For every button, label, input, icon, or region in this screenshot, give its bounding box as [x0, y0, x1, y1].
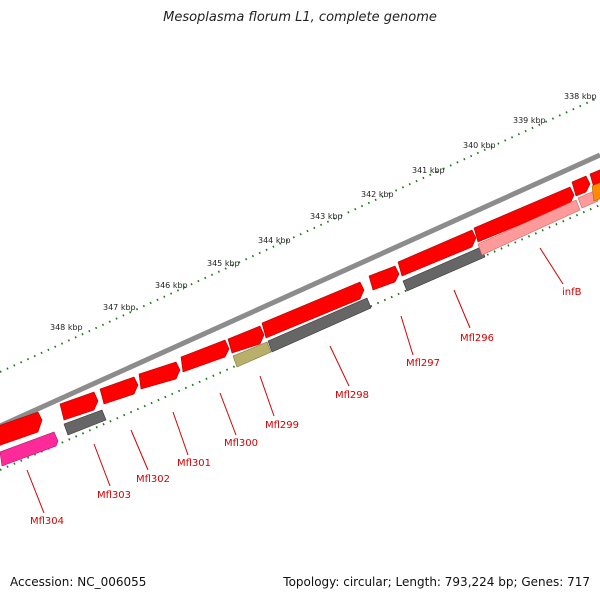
gene-label-mfl296: Mfl296: [460, 333, 494, 344]
gene-feature[interactable]: [63, 409, 107, 436]
scale-label-344: 344 kbp: [258, 236, 291, 245]
genome-backbone: [0, 152, 600, 429]
gene-label-mfl304: Mfl304: [30, 516, 64, 527]
gene-feature[interactable]: [0, 431, 59, 467]
forward-track: [0, 169, 600, 446]
reverse-track: [0, 182, 600, 467]
gene-feature[interactable]: [138, 361, 181, 390]
gene-feature[interactable]: [591, 182, 600, 202]
scale-label-348: 348 kbp: [50, 323, 83, 332]
gene-label-mfl299: Mfl299: [265, 420, 299, 431]
accession-text: Accession: NC_006055: [10, 575, 147, 589]
gene-label-mfl302: Mfl302: [136, 474, 170, 485]
gene-feature[interactable]: [0, 411, 43, 446]
gene-feature[interactable]: [99, 376, 139, 405]
gene-feature[interactable]: [232, 341, 272, 368]
gene-feature[interactable]: [477, 199, 581, 256]
label-leaders: [26, 247, 564, 514]
gene-feature[interactable]: [59, 391, 99, 421]
gene-feature[interactable]: [368, 265, 400, 291]
scale-label-347: 347 kbp: [103, 303, 136, 312]
gene-labels: infB Mfl296 Mfl297 Mfl298 Mfl299 Mfl300 …: [30, 287, 582, 527]
genome-summary-text: Topology: circular; Length: 793,224 bp; …: [283, 575, 590, 589]
scale-label-338: 338 kbp: [564, 92, 597, 101]
gene-feature[interactable]: [261, 281, 365, 339]
gene-feature[interactable]: [571, 175, 591, 197]
scale-label-341: 341 kbp: [412, 166, 445, 175]
gene-feature[interactable]: [473, 186, 575, 243]
scale-label-340: 340 kbp: [463, 141, 496, 150]
gene-label-mfl300: Mfl300: [224, 438, 258, 449]
map-title: Mesoplasma florum L1, complete genome: [163, 10, 437, 25]
scale-label-345: 345 kbp: [207, 259, 240, 268]
gene-label-infB: infB: [562, 287, 582, 298]
scale-labels: 338 kbp 339 kbp 340 kbp 341 kbp 342 kbp …: [50, 92, 597, 332]
gene-feature[interactable]: [589, 169, 600, 189]
gene-label-mfl297: Mfl297: [406, 358, 440, 369]
scale-ticks: [0, 96, 600, 373]
gene-feature[interactable]: [180, 339, 230, 373]
scale-label-339: 339 kbp: [513, 116, 546, 125]
scale-label-342: 342 kbp: [361, 190, 394, 199]
gene-label-mfl303: Mfl303: [97, 490, 131, 501]
scale-label-346: 346 kbp: [155, 281, 188, 290]
gene-feature[interactable]: [227, 325, 265, 354]
gene-label-mfl301: Mfl301: [177, 458, 211, 469]
scale-label-343: 343 kbp: [310, 212, 343, 221]
gene-feature[interactable]: [267, 297, 372, 353]
gene-feature[interactable]: [402, 246, 486, 292]
gene-feature[interactable]: [397, 229, 477, 277]
gene-label-mfl298: Mfl298: [335, 390, 369, 401]
